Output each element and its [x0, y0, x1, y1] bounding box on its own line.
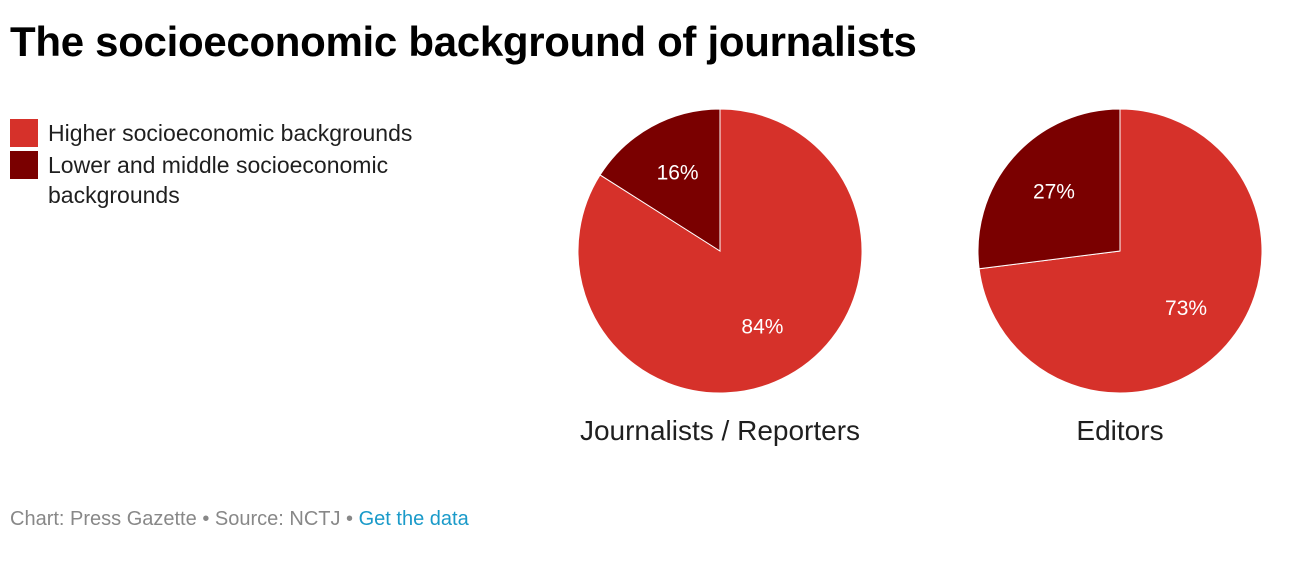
chart-title: The socioeconomic background of journali…: [10, 18, 917, 65]
pie-caption: Editors: [1076, 415, 1163, 446]
legend-label-higher: Higher socioeconomic backgrounds: [48, 120, 413, 146]
chart-footer: Chart: Press Gazette • Source: NCTJ • Ge…: [10, 508, 469, 531]
legend-item-lower-middle: Lower and middle socioeconomic backgroun…: [10, 150, 450, 210]
pie-slice-lower-and-middle-socioeconomic-backgrounds: [599, 108, 721, 252]
pie-slice-higher-socioeconomic-backgrounds: [978, 108, 1263, 394]
pie-data-label: 84%: [741, 316, 783, 339]
legend-item-higher: Higher socioeconomic backgrounds: [10, 118, 450, 148]
pie-data-label: 27%: [1033, 180, 1075, 203]
pie-data-label: 16%: [657, 161, 699, 184]
footer-separator: •: [202, 508, 210, 530]
pie-journalists-reporters: 84% 16% Journalists / Reporters: [577, 108, 863, 446]
pie-editors: 73% 27% Editors: [977, 108, 1263, 446]
get-the-data-link[interactable]: Get the data: [358, 508, 469, 530]
source-credit: Source: NCTJ: [214, 508, 341, 530]
legend-label-lower-middle: Lower and middle socioeconomic backgroun…: [48, 152, 389, 208]
legend-swatch-higher: [10, 119, 38, 147]
pie-caption: Journalists / Reporters: [580, 415, 860, 446]
pie-data-label: 73%: [1165, 297, 1207, 320]
pie-slice-lower-and-middle-socioeconomic-backgrounds: [977, 108, 1121, 270]
footer-separator: •: [346, 508, 354, 530]
chart-legend: Higher socioeconomic backgrounds Lower a…: [10, 118, 450, 212]
legend-swatch-lower-middle: [10, 151, 38, 179]
chart-credit: Chart: Press Gazette: [10, 508, 197, 530]
